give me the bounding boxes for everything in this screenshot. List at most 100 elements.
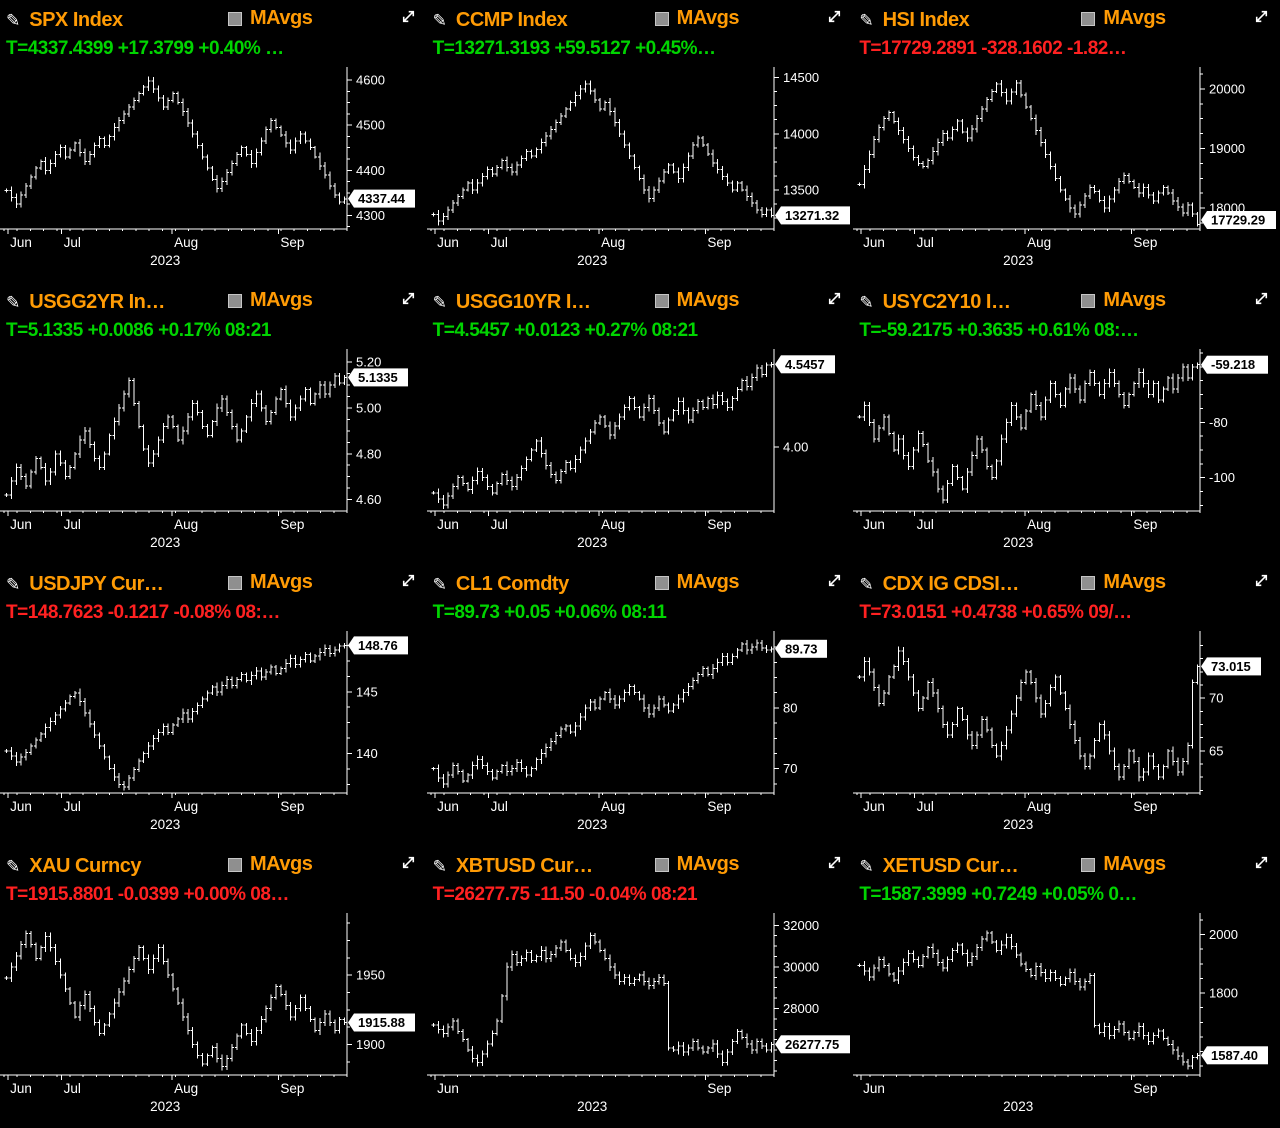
mavgs-toggle[interactable]: MAvgs xyxy=(654,289,740,312)
mavgs-checkbox[interactable] xyxy=(1081,11,1096,26)
chart-area[interactable]: -80 -100 Jun Jul Aug Sep 2023 -59.218 xyxy=(853,347,1280,559)
chart-area[interactable]: 20000 19000 18000 Jun Jul Aug Sep 2023 17729.29 xyxy=(853,65,1280,277)
expand-icon[interactable] xyxy=(1253,290,1270,307)
svg-text:2023: 2023 xyxy=(1004,1099,1034,1114)
security-title[interactable]: XAU Curncy xyxy=(29,854,141,877)
quote-line: T=1587.3999 +0.7249 +0.05% 0… xyxy=(859,884,1137,905)
annotate-pencil-icon[interactable]: ✎ xyxy=(859,292,874,312)
annotate-pencil-icon[interactable]: ✎ xyxy=(432,574,447,594)
mavgs-checkbox[interactable] xyxy=(654,11,669,26)
mavgs-toggle[interactable]: MAvgs xyxy=(228,571,313,594)
chart-area[interactable]: 70 65 Jun Jul Aug Sep 2023 73.015 xyxy=(853,629,1280,841)
expand-icon[interactable] xyxy=(826,572,843,589)
quote-line: T=4337.4399 +17.3799 +0.40% … xyxy=(6,38,284,59)
annotate-pencil-icon[interactable]: ✎ xyxy=(6,292,21,312)
price-chart-canvas: 80 70 Jun Jul Aug Sep 2023 89.73 xyxy=(426,631,827,832)
mavgs-toggle[interactable]: MAvgs xyxy=(228,7,313,30)
expand-icon[interactable] xyxy=(1253,8,1270,25)
annotate-pencil-icon[interactable]: ✎ xyxy=(6,10,21,30)
mavgs-label: MAvgs xyxy=(676,7,740,29)
annotate-pencil-icon[interactable]: ✎ xyxy=(859,856,874,876)
svg-text:13500: 13500 xyxy=(783,182,819,197)
security-title[interactable]: USDJPY Cur… xyxy=(29,572,164,595)
mavgs-toggle[interactable]: MAvgs xyxy=(654,7,740,30)
annotate-pencil-icon[interactable]: ✎ xyxy=(432,10,447,30)
mavgs-checkbox[interactable] xyxy=(228,575,242,590)
security-title[interactable]: XETUSD Cur… xyxy=(882,854,1019,877)
security-title[interactable]: CL1 Comdty xyxy=(455,572,569,595)
mavgs-toggle[interactable]: MAvgs xyxy=(228,289,313,312)
chart-panel: ✎ CL1 Comdty MAvgs T=89.73 +0.05 +0.06% … xyxy=(426,564,854,846)
svg-text:30000: 30000 xyxy=(783,959,819,974)
expand-icon[interactable] xyxy=(826,854,843,871)
svg-text:Sep: Sep xyxy=(1134,799,1158,814)
mavgs-checkbox[interactable] xyxy=(228,857,242,872)
svg-text:70: 70 xyxy=(783,761,797,776)
security-title[interactable]: SPX Index xyxy=(29,8,123,31)
chart-area[interactable]: 4600 4500 4400 4300 Jun Jul Aug Sep 2023 4337.44 xyxy=(0,65,427,277)
svg-text:Jul: Jul xyxy=(64,517,81,532)
svg-text:70: 70 xyxy=(1209,691,1223,706)
chart-area[interactable]: 14500 14000 13500 Jun Jul Aug Sep 2023 13271.32 xyxy=(426,65,854,277)
mavgs-toggle[interactable]: MAvgs xyxy=(654,853,739,876)
mavgs-checkbox[interactable] xyxy=(654,857,669,872)
expand-icon[interactable] xyxy=(400,8,417,25)
svg-text:Jul: Jul xyxy=(64,799,81,814)
security-title[interactable]: XBTUSD Cur… xyxy=(455,854,593,877)
chart-area[interactable]: 145 140 Jun Jul Aug Sep 2023 148.76 xyxy=(0,629,427,841)
svg-text:65: 65 xyxy=(1209,743,1223,758)
chart-area[interactable]: 5.20 5.00 4.80 4.60 Jun Jul Aug Sep 2023 5.1335 xyxy=(0,347,427,559)
mavgs-toggle[interactable]: MAvgs xyxy=(1081,853,1166,876)
annotate-pencil-icon[interactable]: ✎ xyxy=(432,856,447,876)
mavgs-checkbox[interactable] xyxy=(228,293,242,308)
expand-icon[interactable] xyxy=(826,8,843,25)
svg-text:Jun: Jun xyxy=(10,1081,32,1096)
mavgs-label: MAvgs xyxy=(250,289,313,311)
mavgs-checkbox[interactable] xyxy=(1081,857,1096,872)
expand-icon[interactable] xyxy=(826,290,843,307)
mavgs-checkbox[interactable] xyxy=(654,575,669,590)
annotate-pencil-icon[interactable]: ✎ xyxy=(6,574,21,594)
mavgs-checkbox[interactable] xyxy=(1081,575,1096,590)
mavgs-toggle[interactable]: MAvgs xyxy=(1081,571,1166,594)
mavgs-checkbox[interactable] xyxy=(1081,293,1096,308)
price-chart-canvas: 1950 1900 Jun Jul Aug Sep 2023 1915.88 xyxy=(0,913,415,1114)
chart-area[interactable]: 32000 30000 28000 Jun Sep 2023 26277.75 xyxy=(426,911,854,1123)
annotate-pencil-icon[interactable]: ✎ xyxy=(859,574,874,594)
svg-text:Aug: Aug xyxy=(601,235,625,250)
mavgs-toggle[interactable]: MAvgs xyxy=(1081,289,1166,312)
expand-icon[interactable] xyxy=(400,572,417,589)
svg-text:2000: 2000 xyxy=(1209,927,1238,942)
mavgs-toggle[interactable]: MAvgs xyxy=(1081,7,1166,30)
mavgs-label: MAvgs xyxy=(250,7,313,29)
security-title[interactable]: CCMP Index xyxy=(455,8,568,31)
security-title[interactable]: CDX IG CDSI… xyxy=(882,572,1020,595)
svg-text:140: 140 xyxy=(356,746,378,761)
security-title[interactable]: USGG10YR I… xyxy=(455,290,591,313)
mavgs-toggle[interactable]: MAvgs xyxy=(654,571,739,594)
mavgs-checkbox[interactable] xyxy=(654,293,669,308)
expand-icon[interactable] xyxy=(400,854,417,871)
annotate-pencil-icon[interactable]: ✎ xyxy=(6,856,21,876)
chart-panel: ✎ USGG10YR I… MAvgs T=4.5457 +0.0123 +0.… xyxy=(426,282,854,564)
chart-area[interactable]: 1950 1900 Jun Jul Aug Sep 2023 1915.88 xyxy=(0,911,427,1123)
svg-text:4.80: 4.80 xyxy=(356,446,381,461)
security-title[interactable]: HSI Index xyxy=(882,8,970,31)
panel-header: ✎ CDX IG CDSI… MAvgs xyxy=(853,564,1280,599)
security-title[interactable]: USYC2Y10 I… xyxy=(882,290,1011,313)
mavgs-checkbox[interactable] xyxy=(228,11,242,26)
svg-text:4400: 4400 xyxy=(356,163,385,178)
mavgs-toggle[interactable]: MAvgs xyxy=(228,853,313,876)
annotate-pencil-icon[interactable]: ✎ xyxy=(859,10,874,30)
expand-icon[interactable] xyxy=(400,290,417,307)
expand-icon[interactable] xyxy=(1253,572,1270,589)
chart-area[interactable]: 4.00 Jun Jul Aug Sep 2023 4.5457 xyxy=(426,347,854,559)
expand-icon[interactable] xyxy=(1253,854,1270,871)
annotate-pencil-icon[interactable]: ✎ xyxy=(432,292,447,312)
mavgs-label: MAvgs xyxy=(1103,7,1166,29)
panel-header: ✎ CL1 Comdty MAvgs xyxy=(427,564,854,599)
chart-area[interactable]: 2000 1800 Jun Sep 2023 1587.40 xyxy=(853,911,1280,1123)
security-title[interactable]: USGG2YR In… xyxy=(29,290,165,313)
chart-area[interactable]: 80 70 Jun Jul Aug Sep 2023 89.73 xyxy=(426,629,854,841)
mavgs-label: MAvgs xyxy=(676,289,740,311)
